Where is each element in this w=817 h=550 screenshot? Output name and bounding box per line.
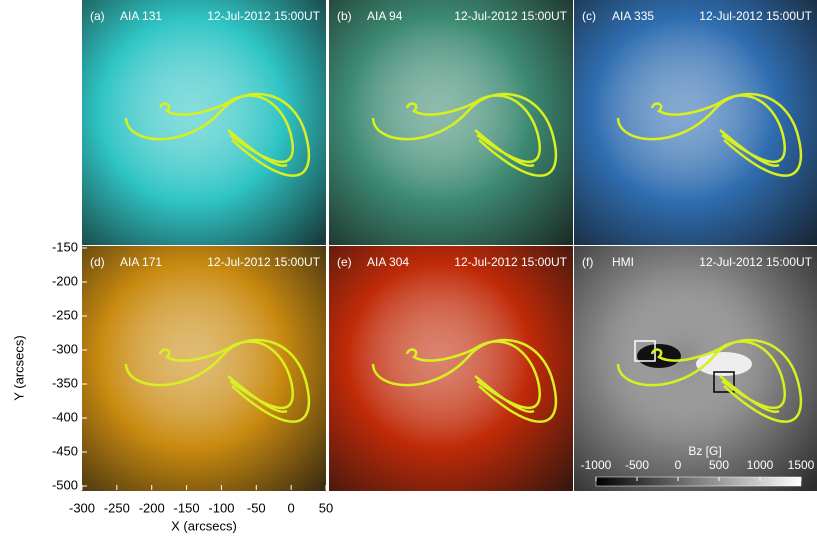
date: 12-Jul-2012 15:00UT <box>207 255 320 269</box>
colorbar-tick-label: 500 <box>709 458 729 472</box>
colorbar-tick-label: 1500 <box>788 458 815 472</box>
x-tick-label: 0 <box>288 500 295 515</box>
instrument: HMI <box>612 255 634 269</box>
y-tick-label: -150 <box>52 239 78 254</box>
instrument: AIA 94 <box>367 9 403 23</box>
panel-image-shade <box>574 246 817 491</box>
instrument: AIA 335 <box>612 9 654 23</box>
panel-image-shade <box>329 246 573 491</box>
panel-label: (e) <box>337 255 352 269</box>
panel-image-shade <box>82 246 326 491</box>
positive-polarity <box>696 352 752 376</box>
date: 12-Jul-2012 15:00UT <box>454 9 567 23</box>
date: 12-Jul-2012 15:00UT <box>454 255 567 269</box>
y-tick-label: -400 <box>52 409 78 424</box>
colorbar-tick-label: -1000 <box>581 458 612 472</box>
y-tick-label: -250 <box>52 307 78 322</box>
x-tick-label: -50 <box>247 500 266 515</box>
colorbar-tick-label: -500 <box>625 458 649 472</box>
colorbar-tick-label: 1000 <box>747 458 774 472</box>
colorbar-tick-label: 0 <box>675 458 682 472</box>
x-tick-label: -200 <box>139 500 165 515</box>
instrument: AIA 131 <box>120 9 162 23</box>
y-tick-label: -450 <box>52 443 78 458</box>
colorbar <box>595 476 802 487</box>
y-tick-label: -350 <box>52 375 78 390</box>
panel-label: (f) <box>582 255 593 269</box>
x-tick-label: -100 <box>208 500 234 515</box>
panel-label: (c) <box>582 9 596 23</box>
panel-label: (d) <box>90 255 105 269</box>
date: 12-Jul-2012 15:00UT <box>699 255 812 269</box>
panel-image-shade <box>329 0 573 245</box>
panel-label: (b) <box>337 9 352 23</box>
y-tick-label: -500 <box>52 477 78 492</box>
y-tick-label: -200 <box>52 273 78 288</box>
panel-label: (a) <box>90 9 105 23</box>
x-tick-label: -300 <box>69 500 95 515</box>
panel-image-shade <box>574 0 817 245</box>
y-axis-label: Y (arcsecs) <box>11 335 26 401</box>
date: 12-Jul-2012 15:00UT <box>207 9 320 23</box>
colorbar-label: Bz [G] <box>688 444 721 458</box>
x-axis-label: X (arcsecs) <box>171 518 237 533</box>
x-tick-label: 50 <box>319 500 333 515</box>
box <box>713 371 735 393</box>
panel-image-shade <box>82 0 326 245</box>
instrument: AIA 171 <box>120 255 162 269</box>
date: 12-Jul-2012 15:00UT <box>699 9 812 23</box>
y-tick-label: -300 <box>52 341 78 356</box>
instrument: AIA 304 <box>367 255 409 269</box>
x-tick-label: -150 <box>174 500 200 515</box>
x-tick-label: -250 <box>104 500 130 515</box>
